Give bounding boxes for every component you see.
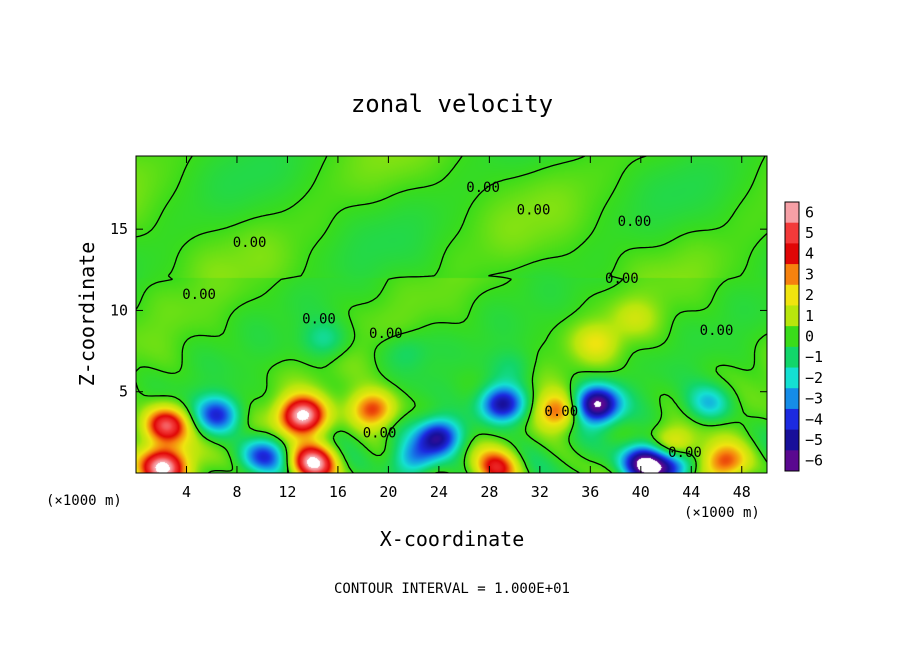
- colorbar-swatch: [785, 243, 799, 265]
- x-tick-label: 8: [232, 483, 241, 501]
- colorbar-label: −2: [805, 369, 823, 387]
- x-axis-label: X-coordinate: [380, 527, 525, 551]
- contour-label: 0.00: [544, 404, 578, 420]
- colorbar-swatch: [785, 388, 799, 410]
- colorbar-label: −3: [805, 390, 823, 408]
- y-tick-label: 15: [110, 220, 128, 238]
- colorbar: 6 5 4 3 2 1 0 −1 −2 −3 −4 −5 −6: [784, 201, 823, 472]
- colorbar-label: 0: [805, 328, 814, 346]
- chart-title: zonal velocity: [351, 90, 553, 118]
- contour-label: 0.00: [302, 312, 336, 328]
- contour-interval-note: CONTOUR INTERVAL = 1.000E+01: [334, 581, 570, 597]
- contour-label: 0.00: [466, 180, 500, 196]
- colorbar-swatch: [785, 450, 799, 472]
- y-axis-label: Z-coordinate: [75, 242, 99, 387]
- zero-contour-line: [136, 156, 767, 473]
- x-tick-label: 12: [278, 483, 296, 501]
- colorbar-swatch: [785, 202, 799, 224]
- x-tick-label: 32: [531, 483, 549, 501]
- x-tick-label: 16: [329, 483, 347, 501]
- colorbar-label: 2: [805, 286, 814, 304]
- zero-contours: [136, 156, 767, 473]
- colorbar-label: 6: [805, 203, 814, 221]
- colorbar-swatch: [785, 367, 799, 389]
- colorbar-swatch: [785, 305, 799, 327]
- y-tick-label: 10: [110, 301, 128, 319]
- colorbar-swatch: [785, 346, 799, 369]
- colorbar-label: −1: [805, 348, 823, 366]
- x-tick-label: 24: [430, 483, 448, 501]
- contour-label: 0.00: [605, 271, 639, 287]
- contour-label: 0.00: [233, 235, 267, 251]
- x-tick-label: 4: [182, 483, 191, 501]
- x-tick-label: 48: [733, 483, 751, 501]
- x-tick-label: 20: [379, 483, 397, 501]
- colorbar-swatch: [785, 222, 799, 244]
- colorbar-label: −4: [805, 410, 823, 428]
- velocity-field: [136, 156, 767, 473]
- colorbar-label: −5: [805, 431, 823, 449]
- contour-label: 0.00: [517, 203, 551, 219]
- colorbar-label: 5: [805, 224, 814, 242]
- x-tick-label: 28: [480, 483, 498, 501]
- y-axis: 5 10 15: [110, 220, 767, 401]
- contour-label: 0.00: [182, 287, 216, 303]
- colorbar-label: 3: [805, 265, 814, 283]
- x-unit-label-left: (×1000 m): [46, 493, 122, 509]
- contour-label: 0.00: [700, 323, 734, 339]
- contour-labels: 0.00 0.00 0.00 0.00 0.00 0.00 0.00 0.00 0.00 0.00…: [182, 180, 733, 461]
- plot-frame: [135, 155, 768, 474]
- colorbar-swatch: [785, 264, 799, 286]
- colorbar-label: 1: [805, 307, 814, 325]
- colorbar-label: 4: [805, 245, 814, 263]
- contour-label: 0.00: [363, 425, 397, 441]
- x-tick-label: 36: [581, 483, 599, 501]
- colorbar-swatch: [785, 429, 799, 451]
- contour-label: 0.00: [618, 214, 652, 230]
- x-tick-label: 44: [682, 483, 700, 501]
- colorbar-label: −6: [805, 452, 823, 470]
- plot-area: 0.00 0.00 0.00 0.00 0.00 0.00 0.00 0.00 0.00 0.00…: [110, 155, 768, 501]
- contour-label: 0.00: [369, 326, 403, 342]
- x-axis: 4 8 12 16 20 24 28 32 36 40 44 48: [182, 156, 751, 501]
- y-tick-label: 5: [119, 383, 128, 401]
- colorbar-swatch: [785, 326, 799, 348]
- colorbar-swatch: [785, 284, 799, 306]
- colorbar-swatch: [785, 408, 799, 431]
- x-unit-label-right: (×1000 m): [684, 505, 760, 521]
- contour-label: 0.00: [668, 445, 702, 461]
- x-tick-label: 40: [632, 483, 650, 501]
- colorbar-frame: [784, 201, 800, 472]
